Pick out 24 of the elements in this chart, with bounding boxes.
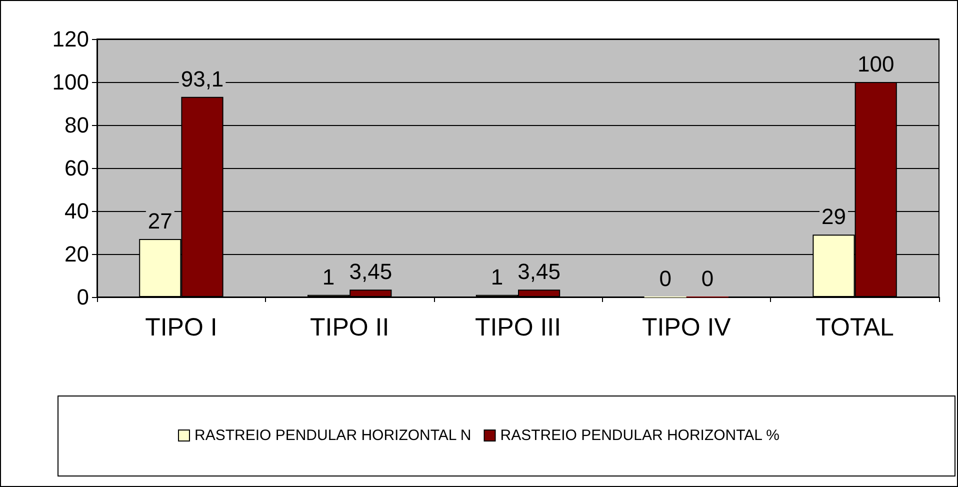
x-tick-label: TOTAL bbox=[816, 314, 894, 342]
legend-label: RASTREIO PENDULAR HORIZONTAL % bbox=[500, 427, 780, 444]
x-tick-label: TIPO III bbox=[474, 314, 562, 342]
data-label: 100 bbox=[857, 52, 894, 76]
data-label: 29 bbox=[822, 204, 846, 230]
y-tick-label: 80 bbox=[64, 112, 89, 138]
x-tick-label: TIPO II bbox=[310, 314, 390, 342]
data-label: 93,1 bbox=[180, 66, 224, 92]
y-tick-label: 20 bbox=[64, 242, 89, 266]
data-label: 3,45 bbox=[349, 259, 392, 284]
x-tick-label: TIPO I bbox=[145, 314, 218, 342]
data-label: 1 bbox=[322, 264, 335, 290]
legend-label: RASTREIO PENDULAR HORIZONTAL N bbox=[194, 427, 472, 444]
x-tick-label: TIPO IV bbox=[642, 314, 732, 342]
data-label: 0 bbox=[659, 266, 672, 291]
y-tick-label: 120 bbox=[52, 26, 89, 52]
y-tick-label: 100 bbox=[52, 70, 89, 94]
y-tick-label: 40 bbox=[64, 198, 89, 224]
data-label: 3,45 bbox=[518, 259, 560, 284]
y-tick-label: 60 bbox=[64, 156, 89, 180]
data-label: 1 bbox=[490, 264, 504, 290]
data-label: 0 bbox=[701, 266, 714, 291]
data-label: 27 bbox=[148, 208, 172, 234]
y-tick-label: 0 bbox=[76, 284, 89, 310]
